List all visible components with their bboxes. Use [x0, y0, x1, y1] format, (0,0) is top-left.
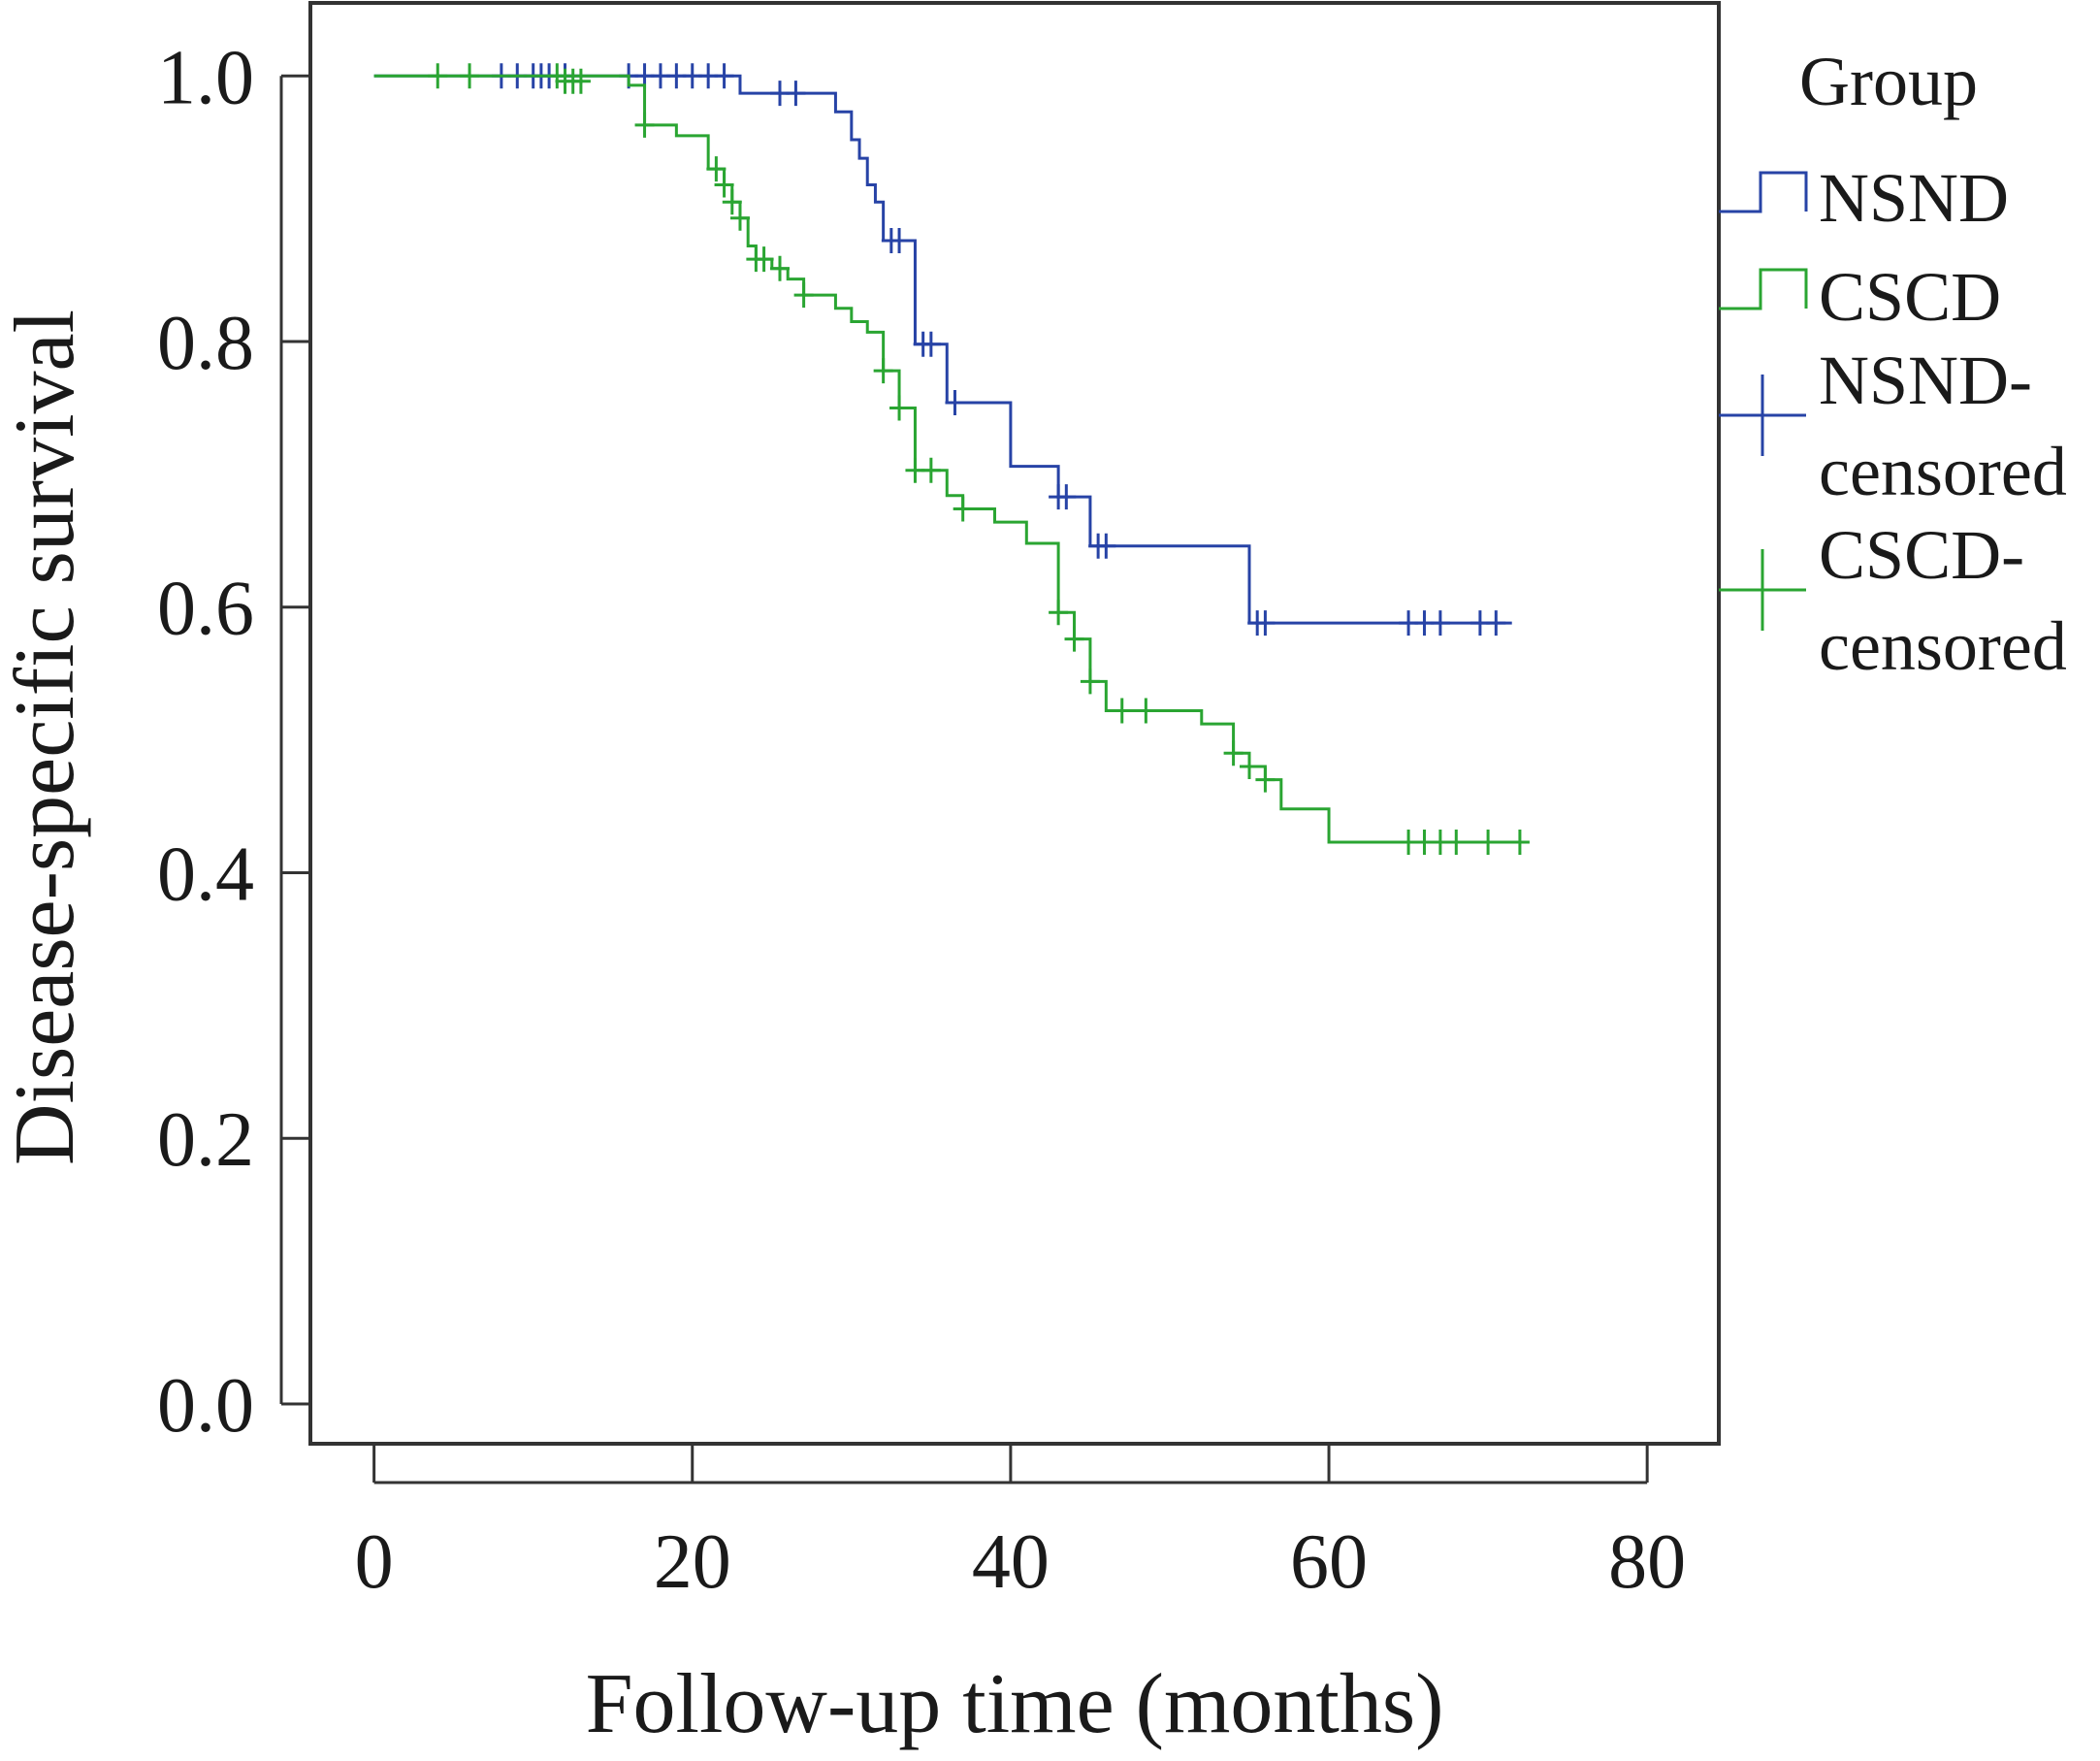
- series-group: [373, 63, 1530, 855]
- cscd-censor-mark: [1112, 698, 1132, 724]
- cscd-censor-mark: [793, 282, 814, 309]
- nsnd-censor-mark: [714, 63, 734, 89]
- cscd-censor-mark: [1223, 740, 1244, 766]
- cscd-censor-mark: [714, 172, 734, 198]
- legend-label: CSCD-: [1819, 516, 2024, 594]
- y-axis-title: Disease-specific survival: [0, 310, 92, 1165]
- cscd-censor-mark: [547, 63, 567, 89]
- x-tick-label: 20: [654, 1519, 731, 1605]
- cscd-censor-mark: [770, 255, 790, 281]
- x-tick-label: 0: [355, 1519, 394, 1605]
- legend-nsnd-censor-marker: [1719, 375, 1806, 456]
- nsnd-censor-mark: [889, 227, 910, 253]
- cscd-censor-mark: [428, 63, 448, 89]
- cscd-censor-mark: [1064, 626, 1084, 652]
- legend-nsnd-line: [1719, 171, 1808, 213]
- y-tick-label: 1.0: [157, 35, 254, 120]
- cscd-censor-mark: [1478, 829, 1499, 855]
- cscd-censor-mark: [1509, 829, 1530, 855]
- cscd-censor-mark: [889, 395, 910, 421]
- cscd-censor-mark: [1136, 698, 1156, 724]
- nsnd-censor-mark: [945, 389, 965, 415]
- cscd-censor-mark: [953, 496, 973, 522]
- cscd-censor-mark: [1446, 829, 1467, 855]
- nsnd-censor-mark: [1096, 533, 1116, 559]
- nsnd-censor-mark: [1056, 484, 1077, 510]
- legend-label: NSND-: [1819, 342, 2032, 419]
- x-tick-label: 80: [1608, 1519, 1686, 1605]
- legend-title: Group: [1799, 43, 1978, 120]
- x-tick-label: 40: [972, 1519, 1050, 1605]
- nsnd-censor-mark: [1430, 610, 1450, 636]
- cscd-censor-mark: [570, 68, 591, 94]
- y-tick-label: 0.2: [157, 1097, 254, 1183]
- nsnd-censor-mark: [1486, 610, 1506, 636]
- legend-cscd-censor-marker: [1719, 549, 1806, 631]
- cscd-censor-mark: [460, 63, 480, 89]
- plot-frame: [308, 1, 1721, 1446]
- y-tick-label: 0.6: [157, 567, 254, 652]
- cscd-censor-mark: [722, 189, 742, 215]
- nsnd-censor-mark: [921, 331, 941, 357]
- cscd-censor-mark: [1255, 766, 1276, 793]
- legend-cscd-line: [1719, 268, 1808, 310]
- cscd-censor-mark: [1049, 600, 1069, 626]
- y-tick-label: 0.0: [157, 1363, 254, 1449]
- legend-label: censored: [1819, 433, 2067, 510]
- x-tick-label: 60: [1290, 1519, 1368, 1605]
- cscd-censor-mark: [706, 156, 727, 182]
- x-axis-title: Follow-up time (months): [586, 1657, 1444, 1751]
- cscd-censor-mark: [634, 112, 655, 138]
- cscd-censor-mark: [873, 358, 893, 384]
- axes: 0.0 0.2 0.4 0.6 0.8 1.0 0 20 40 60 80: [157, 35, 1686, 1605]
- y-tick-label: 0.8: [157, 301, 254, 386]
- nsnd-censor-mark: [1255, 610, 1276, 636]
- legend-label: censored: [1819, 607, 2067, 685]
- y-tick-label: 0.4: [157, 832, 254, 917]
- cscd-censor-mark: [1080, 669, 1100, 695]
- cscd-censor-mark: [921, 457, 941, 483]
- legend-label: CSCD: [1819, 258, 2001, 336]
- nsnd-censor-mark: [786, 81, 806, 107]
- cscd-censor-mark: [729, 205, 750, 231]
- legend-label: NSND: [1819, 159, 2009, 237]
- cscd-censor-mark: [754, 246, 774, 273]
- cscd-censor-mark: [1240, 753, 1259, 779]
